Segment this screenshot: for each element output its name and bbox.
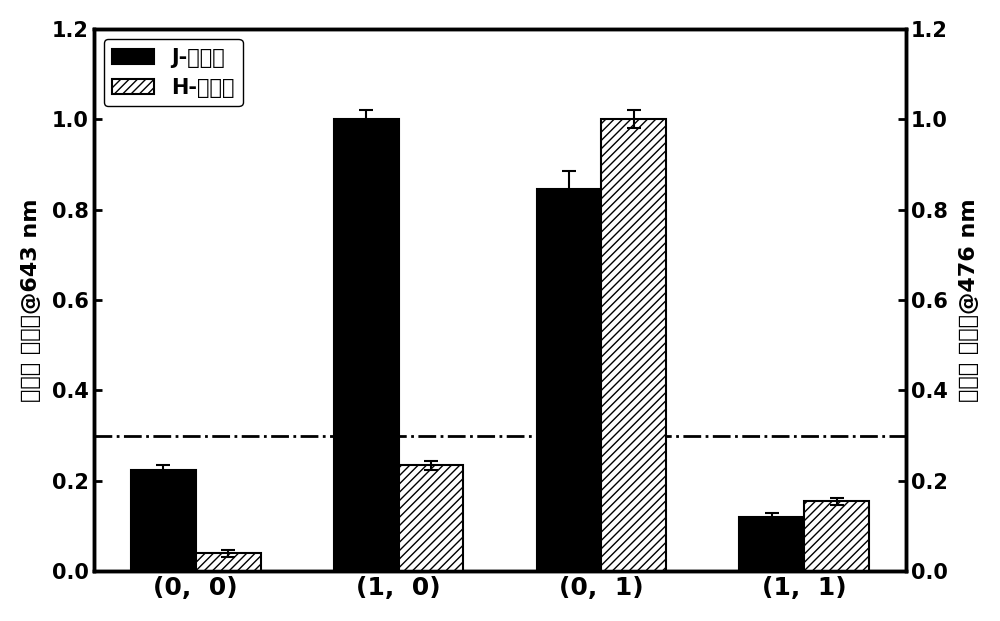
Bar: [399, 465, 463, 571]
Legend: J-聚集体, H-聚集体: J-聚集体, H-聚集体: [104, 39, 243, 106]
Bar: [196, 553, 261, 571]
Bar: [131, 469, 196, 571]
Bar: [537, 189, 601, 571]
Bar: [334, 119, 399, 571]
Bar: [739, 517, 804, 571]
Y-axis label: 归一化 吸光度@476 nm: 归一化 吸光度@476 nm: [959, 198, 979, 402]
Bar: [601, 119, 666, 571]
Bar: [804, 501, 869, 571]
Y-axis label: 归一化 吸光度@643 nm: 归一化 吸光度@643 nm: [21, 198, 41, 402]
